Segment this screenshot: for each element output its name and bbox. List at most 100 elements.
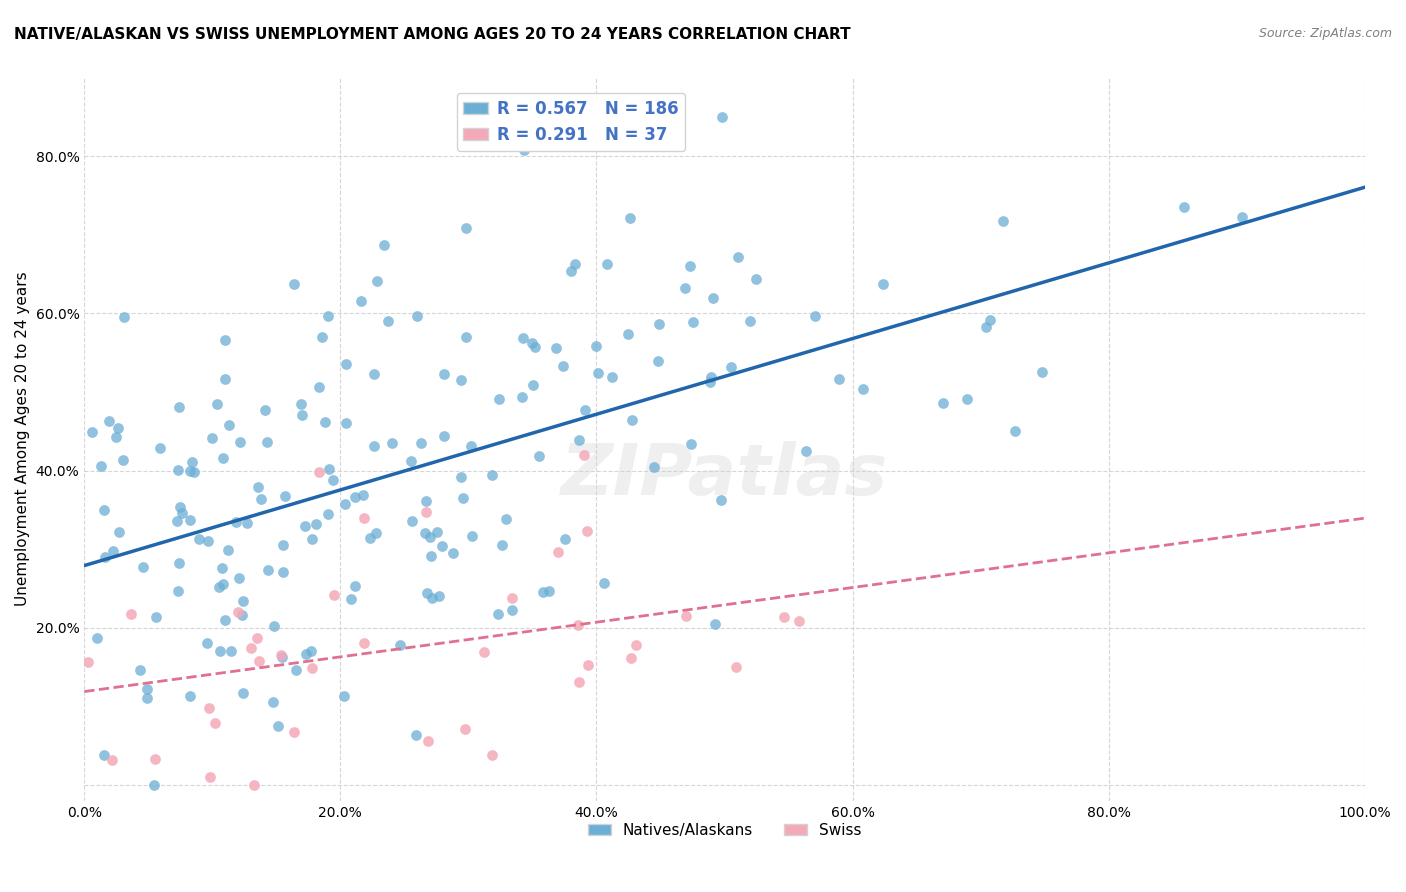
Point bbox=[804, 309, 827, 323]
Point bbox=[872, 277, 894, 291]
Point bbox=[270, 649, 292, 664]
Point bbox=[523, 340, 546, 354]
Point bbox=[350, 293, 373, 308]
Point bbox=[643, 460, 665, 475]
Point bbox=[93, 747, 115, 762]
Point bbox=[415, 493, 437, 508]
Point bbox=[242, 778, 264, 792]
Point bbox=[344, 579, 367, 593]
Point bbox=[179, 689, 201, 703]
Point bbox=[179, 512, 201, 526]
Point bbox=[120, 607, 142, 622]
Point bbox=[246, 480, 269, 494]
Point bbox=[491, 538, 513, 552]
Point bbox=[586, 366, 609, 380]
Point bbox=[209, 644, 232, 658]
Point bbox=[305, 516, 328, 531]
Point bbox=[432, 539, 454, 553]
Point bbox=[592, 575, 614, 590]
Point bbox=[568, 674, 591, 689]
Point bbox=[167, 584, 190, 599]
Point bbox=[710, 493, 733, 508]
Point bbox=[1173, 200, 1195, 214]
Point bbox=[311, 330, 333, 344]
Point bbox=[772, 610, 794, 624]
Point bbox=[301, 661, 323, 675]
Point bbox=[675, 609, 697, 624]
Point bbox=[245, 632, 267, 646]
Point bbox=[363, 367, 385, 381]
Point bbox=[699, 375, 721, 389]
Point bbox=[560, 264, 582, 278]
Point bbox=[208, 580, 231, 594]
Point bbox=[218, 417, 240, 432]
Point bbox=[554, 533, 576, 547]
Point bbox=[226, 605, 249, 619]
Point bbox=[145, 610, 167, 624]
Point bbox=[308, 465, 330, 479]
Point bbox=[308, 380, 330, 394]
Point bbox=[219, 644, 242, 658]
Point bbox=[271, 538, 294, 552]
Point bbox=[107, 525, 129, 540]
Point bbox=[114, 310, 136, 325]
Point bbox=[294, 519, 316, 533]
Point bbox=[531, 584, 554, 599]
Point bbox=[450, 470, 472, 484]
Point bbox=[301, 532, 323, 546]
Point bbox=[97, 413, 120, 427]
Point bbox=[399, 454, 422, 468]
Point bbox=[198, 700, 221, 714]
Point bbox=[333, 496, 356, 510]
Point bbox=[256, 435, 278, 450]
Point bbox=[299, 644, 322, 658]
Point bbox=[576, 658, 599, 673]
Point bbox=[620, 413, 643, 427]
Point bbox=[211, 561, 233, 575]
Point bbox=[167, 556, 190, 570]
Point bbox=[389, 638, 412, 652]
Text: NATIVE/ALASKAN VS SWISS UNEMPLOYMENT AMONG AGES 20 TO 24 YEARS CORRELATION CHART: NATIVE/ALASKAN VS SWISS UNEMPLOYMENT AMO… bbox=[14, 27, 851, 42]
Point bbox=[377, 314, 399, 328]
Point bbox=[366, 274, 388, 288]
Point bbox=[574, 448, 596, 462]
Point bbox=[527, 449, 550, 463]
Point bbox=[682, 315, 704, 329]
Point bbox=[335, 357, 357, 371]
Point bbox=[488, 392, 510, 407]
Point bbox=[429, 590, 451, 604]
Point bbox=[501, 591, 523, 605]
Point bbox=[231, 607, 253, 622]
Point bbox=[852, 382, 875, 396]
Point bbox=[1230, 210, 1253, 224]
Point bbox=[290, 397, 312, 411]
Point bbox=[956, 392, 979, 407]
Point bbox=[673, 281, 696, 295]
Point bbox=[183, 465, 205, 479]
Point bbox=[451, 491, 474, 505]
Point bbox=[172, 506, 194, 520]
Point bbox=[405, 309, 427, 323]
Point bbox=[624, 638, 647, 652]
Point bbox=[112, 453, 135, 467]
Point bbox=[214, 333, 236, 347]
Point bbox=[179, 464, 201, 478]
Point bbox=[416, 733, 439, 747]
Point bbox=[486, 607, 509, 622]
Point bbox=[450, 373, 472, 387]
Point bbox=[993, 214, 1015, 228]
Point bbox=[212, 576, 235, 591]
Point bbox=[103, 544, 125, 558]
Point bbox=[359, 531, 381, 545]
Point bbox=[679, 259, 702, 273]
Point bbox=[247, 654, 270, 668]
Point bbox=[232, 594, 254, 608]
Point bbox=[107, 420, 129, 434]
Point bbox=[567, 617, 589, 632]
Point bbox=[373, 238, 395, 252]
Y-axis label: Unemployment Among Ages 20 to 24 years: Unemployment Among Ages 20 to 24 years bbox=[15, 272, 30, 607]
Point bbox=[702, 291, 724, 305]
Point bbox=[700, 370, 723, 384]
Point bbox=[409, 435, 432, 450]
Point bbox=[512, 331, 534, 345]
